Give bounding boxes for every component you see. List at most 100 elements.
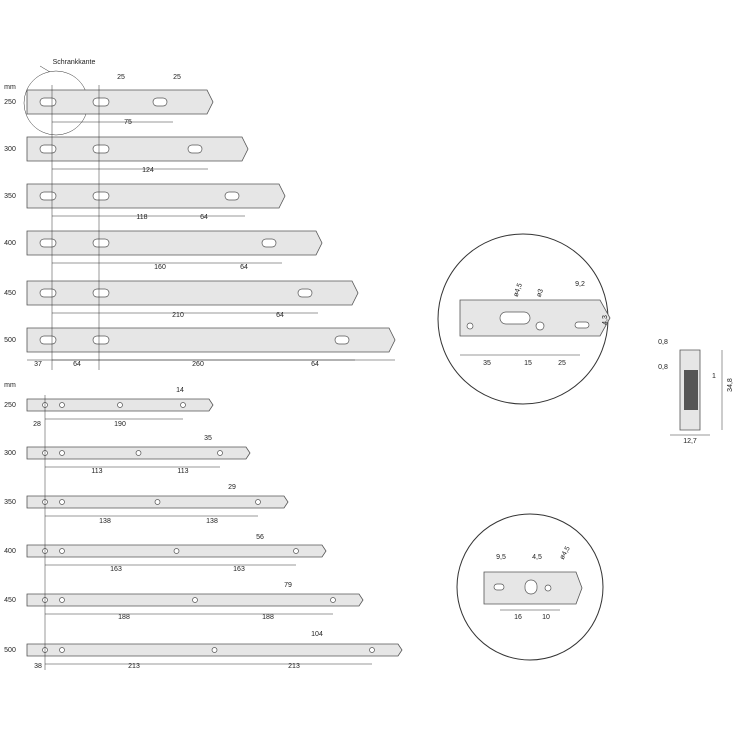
rail-length: 400 xyxy=(4,548,16,555)
dimension: 113 xyxy=(177,468,188,475)
hole xyxy=(59,647,65,653)
hole xyxy=(330,597,336,603)
dimension: 64 xyxy=(276,312,284,319)
detail-label: 35 xyxy=(483,360,491,367)
dimension: 213 xyxy=(288,663,300,670)
edge-label: Schrankkante xyxy=(53,59,96,66)
dimension: 160 xyxy=(154,264,166,271)
dimension: 138 xyxy=(99,518,111,525)
slot xyxy=(261,238,277,248)
dimension: 104 xyxy=(311,631,323,638)
rail-detail xyxy=(459,299,611,337)
hole xyxy=(466,322,474,330)
rail-length: 250 xyxy=(4,402,16,409)
dimension: 37 xyxy=(34,361,42,368)
dimension: 210 xyxy=(172,312,184,319)
dimension: 35 xyxy=(204,435,212,442)
dimension: 163 xyxy=(110,566,122,573)
slot xyxy=(334,335,350,345)
slot xyxy=(39,144,57,154)
rail xyxy=(26,230,323,256)
dimension: 260 xyxy=(192,361,204,368)
rail-length: 500 xyxy=(4,647,16,654)
slot xyxy=(187,144,203,154)
dimension: 25 xyxy=(117,74,125,81)
detail-label: 15 xyxy=(524,360,532,367)
rail-length: 450 xyxy=(4,597,16,604)
slot xyxy=(39,97,57,107)
dimension: 118 xyxy=(136,214,147,221)
hole xyxy=(180,402,186,408)
dimension: 28 xyxy=(33,421,41,428)
dimension: 190 xyxy=(114,421,126,428)
slot xyxy=(92,288,110,298)
unit-label: mm xyxy=(4,84,16,91)
slot xyxy=(524,579,538,595)
profile-label: 1 xyxy=(712,373,716,380)
dimension: 188 xyxy=(118,614,130,621)
slot xyxy=(92,335,110,345)
rail xyxy=(26,280,359,306)
detail-label: ø3 xyxy=(536,288,545,298)
dimension: 124 xyxy=(142,167,154,174)
rail xyxy=(26,327,396,353)
detail-label: 10 xyxy=(542,614,550,621)
hole xyxy=(59,548,65,554)
slot xyxy=(224,191,240,201)
leader xyxy=(39,65,51,73)
dimension: 213 xyxy=(128,663,140,670)
rail-length: 350 xyxy=(4,193,16,200)
detail-label: 16 xyxy=(514,614,522,621)
slot xyxy=(39,288,57,298)
dimension: 56 xyxy=(256,534,264,541)
hole xyxy=(117,402,123,408)
rail xyxy=(26,136,249,162)
hole xyxy=(369,647,375,653)
hole xyxy=(293,548,299,554)
hole xyxy=(192,597,198,603)
slot xyxy=(499,311,531,325)
hole xyxy=(154,499,161,505)
profile-label: 0,8 xyxy=(658,339,668,346)
hole xyxy=(173,548,180,554)
detail-label: 25 xyxy=(558,360,566,367)
detail-label: 4,3 xyxy=(602,315,609,325)
dimension: 163 xyxy=(233,566,245,573)
rail-length: 300 xyxy=(4,450,16,457)
detail-label: ø4,5 xyxy=(513,282,524,298)
slot xyxy=(493,583,505,591)
unit-label: mm xyxy=(4,382,16,389)
rail-length: 500 xyxy=(4,337,16,344)
hole xyxy=(211,647,218,653)
slot xyxy=(574,321,590,329)
dimension: 14 xyxy=(176,387,184,394)
hole xyxy=(255,499,261,505)
rail-length: 300 xyxy=(4,146,16,153)
dimension: 64 xyxy=(200,214,208,221)
hole xyxy=(59,597,65,603)
hole xyxy=(135,450,142,456)
rail-length: 450 xyxy=(4,290,16,297)
slot xyxy=(92,97,110,107)
hole xyxy=(535,321,545,331)
hole xyxy=(217,450,223,456)
detail-label: 9,2 xyxy=(575,281,585,288)
dimension: 64 xyxy=(73,361,81,368)
slot xyxy=(297,288,313,298)
profile-label: 34,8 xyxy=(727,378,734,392)
hole xyxy=(544,584,552,592)
dimension: 188 xyxy=(262,614,274,621)
slot xyxy=(92,144,110,154)
detail-circle xyxy=(456,513,604,661)
dimension: 38 xyxy=(34,663,42,670)
rail-length: 350 xyxy=(4,499,16,506)
dimension: 79 xyxy=(284,582,292,589)
detail-label: ø4,5 xyxy=(559,545,572,561)
dimension: 29 xyxy=(228,484,236,491)
profile-label: 0,8 xyxy=(658,364,668,371)
detail-label: 9,5 xyxy=(496,554,506,561)
dimension: 75 xyxy=(124,119,132,126)
slot xyxy=(39,238,57,248)
hole xyxy=(59,450,65,456)
